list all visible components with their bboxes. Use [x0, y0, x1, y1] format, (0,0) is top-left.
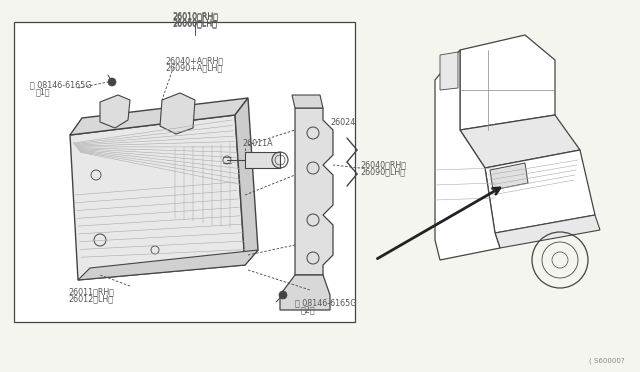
Polygon shape — [100, 95, 130, 128]
Text: 26012〈LH〉: 26012〈LH〉 — [68, 294, 113, 303]
Text: 26010〈RH〉: 26010〈RH〉 — [172, 11, 218, 20]
Text: 26060〈LH〉: 26060〈LH〉 — [173, 18, 218, 27]
Polygon shape — [495, 215, 600, 248]
Polygon shape — [435, 50, 500, 260]
Text: 26040+A〈RH〉: 26040+A〈RH〉 — [165, 56, 223, 65]
Polygon shape — [70, 98, 248, 135]
Text: 26011A: 26011A — [242, 139, 273, 148]
Polygon shape — [460, 115, 580, 168]
Polygon shape — [295, 108, 333, 275]
Text: Ⓑ 08146-6165G: Ⓑ 08146-6165G — [295, 298, 356, 307]
Polygon shape — [235, 98, 258, 265]
Polygon shape — [160, 93, 195, 134]
Text: （2）: （2） — [301, 305, 316, 314]
Text: Ⓑ 08146-6165G: Ⓑ 08146-6165G — [30, 80, 92, 89]
Text: 26060〈LH〉: 26060〈LH〉 — [173, 19, 218, 28]
Text: 26024: 26024 — [330, 118, 355, 127]
Polygon shape — [490, 163, 528, 190]
Text: 26010〈RH〉: 26010〈RH〉 — [172, 12, 218, 21]
Polygon shape — [292, 95, 323, 108]
Polygon shape — [280, 275, 330, 310]
Polygon shape — [245, 152, 280, 168]
Polygon shape — [485, 150, 595, 233]
Polygon shape — [14, 22, 355, 322]
Text: ( S60000?: ( S60000? — [589, 357, 625, 364]
Text: 26090〈LH〉: 26090〈LH〉 — [360, 167, 405, 176]
Circle shape — [108, 78, 116, 86]
Text: 26011〈RH〉: 26011〈RH〉 — [68, 287, 114, 296]
Circle shape — [279, 291, 287, 299]
Polygon shape — [440, 52, 458, 90]
Polygon shape — [70, 115, 245, 280]
Text: 26040〈RH〉: 26040〈RH〉 — [360, 160, 406, 169]
Polygon shape — [460, 35, 555, 130]
Text: 26090+A〈LH〉: 26090+A〈LH〉 — [165, 63, 222, 72]
Polygon shape — [78, 250, 258, 280]
Text: （1）: （1） — [36, 87, 51, 96]
